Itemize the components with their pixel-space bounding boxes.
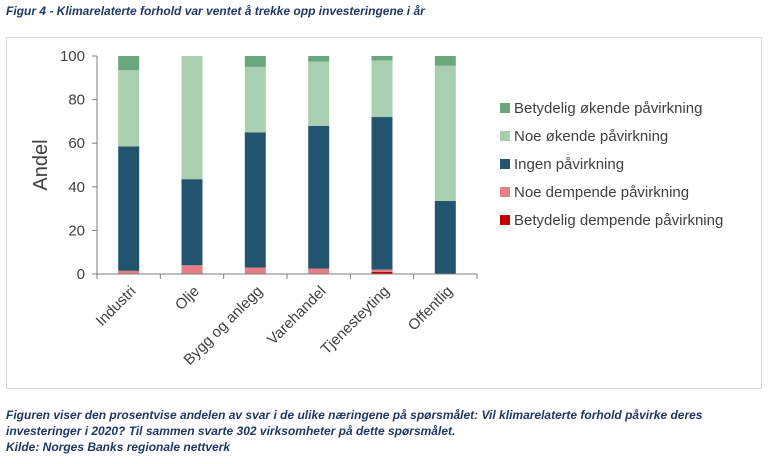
bar-segment-bygg-og-anlegg-noe-okende-pavirkning bbox=[244, 66, 266, 133]
bar-segment-offentlig-ingen-pavirkning bbox=[434, 201, 456, 274]
y-tick-label: 100 bbox=[60, 48, 85, 65]
bar-segment-olje-noe-okende-pavirkning bbox=[181, 56, 203, 180]
y-tick-label: 20 bbox=[68, 222, 85, 239]
y-tick-label: 0 bbox=[77, 266, 85, 283]
caption-line-1: Figuren viser den prosentvise andelen av… bbox=[6, 408, 703, 422]
figure-caption: Figuren viser den prosentvise andelen av… bbox=[6, 407, 764, 455]
y-tick-label: 60 bbox=[68, 135, 85, 152]
bar-segment-bygg-og-anlegg-noe-dempende-pavirkning bbox=[244, 267, 266, 274]
bar-segment-tjenesteyting-noe-dempende-pavirkning bbox=[371, 269, 393, 272]
caption-line-2: investeringer i 2020? Til sammen svarte … bbox=[6, 424, 456, 438]
legend-label-betydelig-dempende-pavirkning: Betydelig dempende påvirkning bbox=[514, 212, 723, 229]
figure-title: Figur 4 - Klimarelaterte forhold var ven… bbox=[6, 4, 425, 18]
bar-segment-varehandel-noe-okende-pavirkning bbox=[308, 61, 330, 126]
legend-label-noe-dempende-pavirkning: Noe dempende påvirkning bbox=[514, 184, 689, 201]
bar-segment-tjenesteyting-noe-okende-pavirkning bbox=[371, 60, 393, 118]
bar-segment-industri-ingen-pavirkning bbox=[118, 146, 140, 271]
x-category-label-varehandel: Varehandel bbox=[264, 283, 329, 348]
bar-segment-bygg-og-anlegg-ingen-pavirkning bbox=[244, 132, 266, 268]
legend-swatch-betydelig-dempende-pavirkning bbox=[500, 215, 510, 225]
bar-segment-varehandel-ingen-pavirkning bbox=[308, 125, 330, 269]
x-category-label-industri: Industri bbox=[93, 283, 140, 330]
bar-segment-olje-noe-dempende-pavirkning bbox=[181, 265, 203, 274]
y-tick-label: 80 bbox=[68, 92, 85, 109]
legend-swatch-noe-dempende-pavirkning bbox=[500, 187, 510, 197]
legend-swatch-ingen-pavirkning bbox=[500, 159, 510, 169]
bar-segment-offentlig-betydelig-okende-pavirkning bbox=[434, 56, 456, 66]
source-note: Kilde: Norges Banks regionale nettverk bbox=[6, 440, 231, 454]
x-category-label-olje: Olje bbox=[172, 283, 203, 314]
bar-segment-varehandel-betydelig-okende-pavirkning bbox=[308, 56, 330, 62]
bar-segment-varehandel-noe-dempende-pavirkning bbox=[308, 268, 330, 274]
bar-segment-bygg-og-anlegg-betydelig-okende-pavirkning bbox=[244, 56, 266, 67]
bar-segment-industri-noe-okende-pavirkning bbox=[118, 70, 140, 147]
chart-panel: 0 20 40 60 80 100 Industri Olje Bygg og anlegg Va… bbox=[6, 37, 762, 389]
legend-label-betydelig-okende-pavirkning: Betydelig økende påvirkning bbox=[514, 100, 702, 117]
bar-segment-tjenesteyting-ingen-pavirkning bbox=[371, 117, 393, 270]
bar-segment-olje-ingen-pavirkning bbox=[181, 179, 203, 266]
bars-group bbox=[118, 56, 456, 274]
legend-swatch-noe-okende-pavirkning bbox=[500, 131, 510, 141]
bar-segment-tjenesteyting-betydelig-okende-pavirkning bbox=[371, 56, 393, 61]
bar-segment-industri-noe-dempende-pavirkning bbox=[118, 270, 140, 274]
x-category-label-tjenesteyting: Tjenesteyting bbox=[318, 283, 393, 358]
bar-segment-tjenesteyting-betydelig-dempende-pavirkning bbox=[371, 271, 393, 274]
legend: Betydelig økende påvirkning Noe økende på… bbox=[500, 100, 723, 229]
legend-label-noe-okende-pavirkning: Noe økende påvirkning bbox=[514, 128, 668, 145]
legend-label-ingen-pavirkning: Ingen påvirkning bbox=[514, 156, 624, 173]
y-tick-label: 40 bbox=[68, 179, 85, 196]
legend-swatch-betydelig-okende-pavirkning bbox=[500, 103, 510, 113]
y-axis-title: Andel bbox=[30, 139, 52, 190]
x-category-label-offentlig: Offentlig bbox=[405, 283, 456, 334]
bar-segment-offentlig-noe-okende-pavirkning bbox=[434, 65, 456, 201]
bar-segment-industri-betydelig-okende-pavirkning bbox=[118, 56, 140, 71]
